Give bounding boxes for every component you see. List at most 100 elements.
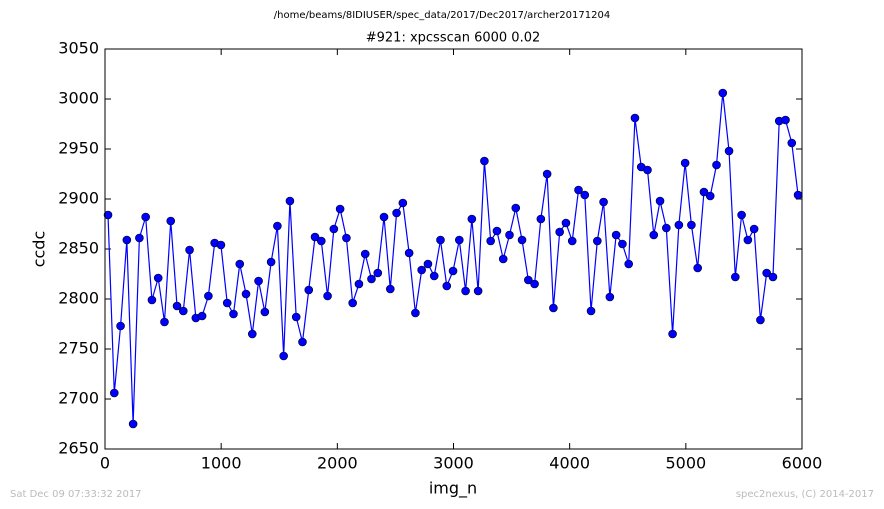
marker [298,337,307,347]
marker [172,301,182,311]
x-tick-label: 2000 [317,454,358,473]
marker [724,146,734,156]
marker [348,298,357,308]
chart-title: #921: xpcsscan 6000 0.02 [366,31,541,46]
marker [197,311,207,321]
marker [555,227,564,237]
marker [160,317,169,327]
marker [436,235,445,245]
footer-left: Sat Dec 09 07:33:32 2017 [10,489,142,500]
marker [122,235,132,245]
marker [235,259,245,269]
marker [455,235,464,245]
marker [536,214,546,224]
marker [367,274,376,284]
marker [417,265,426,275]
x-axis-label: img_n [429,479,477,499]
marker [756,315,765,325]
marker [342,233,351,243]
marker [153,273,163,283]
marker [386,284,395,294]
marker [492,226,502,236]
marker [398,198,408,208]
marker [185,245,194,255]
y-tick-label: 2750 [58,339,99,358]
marker [310,232,320,242]
marker [486,236,495,246]
marker [599,197,608,207]
marker [567,236,577,246]
marker [574,185,583,195]
x-tick-label: 4000 [549,454,590,473]
marker [530,279,539,289]
marker [135,233,144,243]
marker [580,190,590,200]
marker [787,138,797,148]
marker [404,248,414,258]
marker [461,286,470,296]
marker [737,210,746,220]
marker [618,239,627,249]
x-tick-label: 1000 [201,454,242,473]
marker [505,230,514,240]
marker [279,351,288,361]
marker [266,257,276,267]
marker [354,279,364,289]
marker [549,303,558,313]
marker [241,289,251,299]
x-tick-label: 5000 [665,454,706,473]
marker [329,224,339,234]
marker [718,88,728,98]
marker [317,236,326,246]
marker [166,216,176,226]
marker [116,321,125,331]
marker [260,307,270,317]
y-tick-label: 2700 [58,389,99,408]
marker [204,291,213,301]
y-axis-label: ccdc [30,231,49,268]
marker [392,208,401,218]
marker [586,306,596,316]
marker [611,230,621,240]
marker [655,196,665,206]
marker [247,329,257,339]
marker [335,204,345,214]
y-tick-label: 2850 [58,239,99,258]
marker [360,249,370,259]
marker [662,223,671,233]
marker [517,235,527,245]
marker [285,196,295,206]
y-tick-label: 2650 [58,439,99,458]
marker [411,308,420,318]
marker [542,169,552,179]
marker [649,230,659,240]
marker [429,271,439,281]
marker [147,295,157,305]
marker [624,259,633,269]
marker [743,235,753,245]
marker [768,272,778,282]
marker [128,419,138,429]
marker [561,218,571,228]
marker [222,298,232,308]
marker [674,220,684,230]
marker [304,285,314,295]
plot-frame [104,48,803,450]
marker [630,113,640,123]
marker [448,266,458,276]
y-tick-label: 3000 [58,89,99,108]
marker [379,212,389,222]
marker [699,187,709,197]
marker [705,191,715,201]
marker [762,268,771,278]
marker [109,388,119,398]
marker [216,240,226,250]
marker [781,115,790,125]
marker [605,292,615,302]
x-tick-label: 3000 [433,454,474,473]
marker [693,263,702,273]
marker [291,312,301,322]
marker [323,291,332,301]
marker [687,220,696,230]
marker [103,210,113,220]
